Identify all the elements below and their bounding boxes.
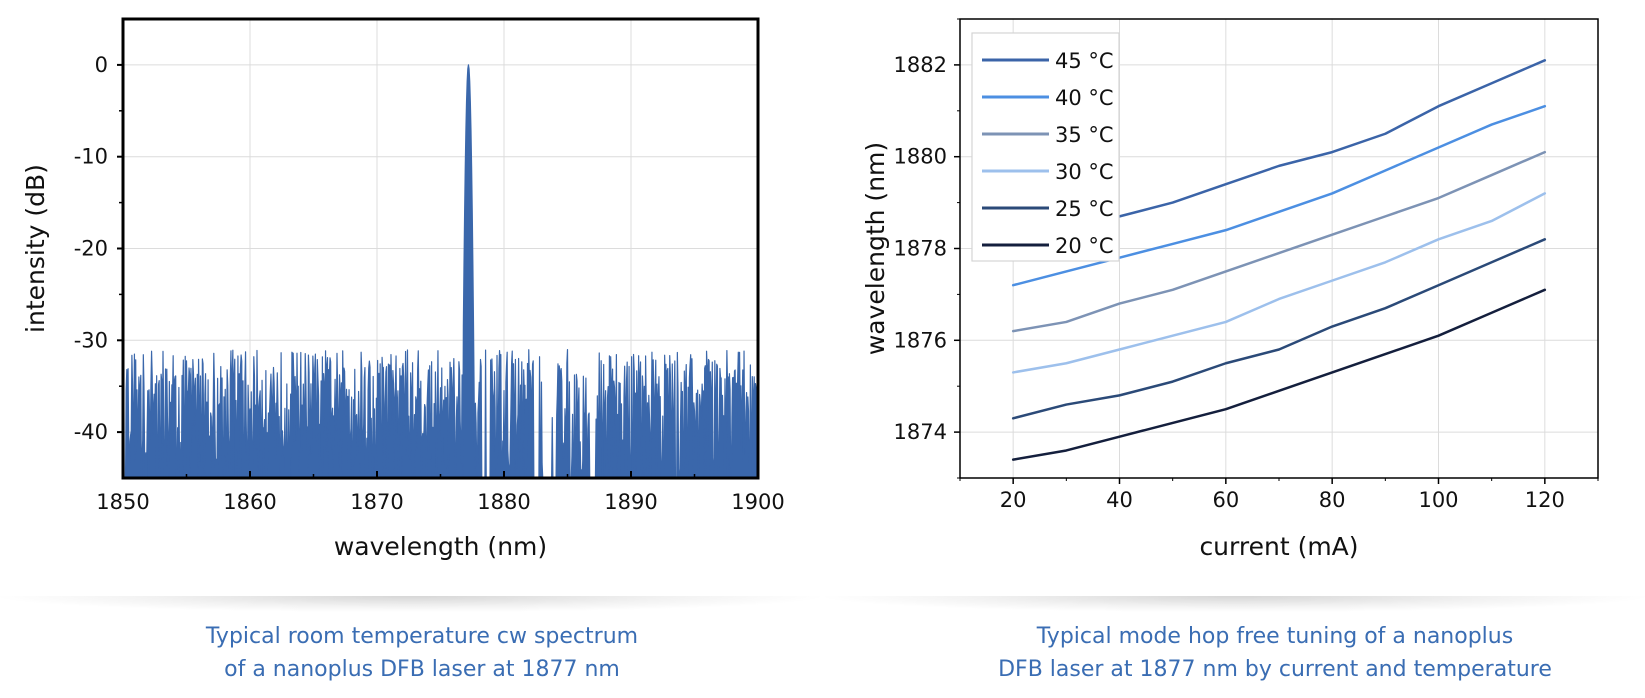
tuning-x-tick-label-4: 100: [1418, 488, 1458, 512]
tuning-legend-label-0: 45 °C: [1055, 49, 1114, 73]
spectrum-series-line: [122, 64, 759, 479]
tuning-series-line-2: [1011, 150, 1547, 333]
tuning-y-tick-label-4: 1882: [894, 53, 947, 77]
tuning-y-tick-label-2: 1878: [894, 237, 947, 261]
y-tick-label-0: 0: [95, 53, 108, 77]
tuning-series-line-3: [1011, 192, 1547, 374]
caption-left-line-2: of a nanoplus DFB laser at 1877 nm: [224, 657, 620, 682]
tuning-y-tick-label-1: 1876: [894, 328, 947, 352]
tuning-legend-box: [971, 32, 1120, 262]
tuning-y-axis-label: wavelength (nm): [861, 142, 890, 355]
tuning-legend-label-3: 30 °C: [1055, 160, 1114, 184]
y-axis-label: intensity (dB): [21, 164, 50, 333]
caption-left: Typical room temperature cw spectrum of …: [42, 620, 802, 686]
tuning-series-line-5: [1011, 288, 1547, 461]
x-tick-label-5: 1900: [731, 490, 784, 514]
x-axis-label: wavelength (nm): [334, 532, 547, 561]
caption-right-line-2: DFB laser at 1877 nm by current and temp…: [998, 657, 1552, 682]
tuning-y-tick-label-0: 1874: [894, 420, 947, 444]
tuning-x-tick-label-1: 40: [1106, 488, 1133, 512]
tuning-legend-label-4: 25 °C: [1055, 197, 1114, 221]
caption-shadow-right: [825, 596, 1645, 612]
tuning-x-tick-label-3: 80: [1319, 488, 1346, 512]
y-tick-label-3: -30: [74, 328, 108, 352]
tuning-legend-label-1: 40 °C: [1055, 86, 1114, 110]
y-tick-label-1: -10: [74, 145, 108, 169]
x-tick-label-3: 1880: [477, 490, 530, 514]
tuning-x-axis-label: current (mA): [1199, 532, 1358, 561]
tuning-series-line-1: [1011, 104, 1547, 287]
caption-shadow-left: [0, 596, 820, 612]
x-tick-label-2: 1870: [350, 490, 403, 514]
tuning-legend-label-2: 35 °C: [1055, 123, 1114, 147]
caption-left-line-1: Typical room temperature cw spectrum: [205, 624, 639, 649]
tuning-y-tick-label-3: 1880: [894, 145, 947, 169]
x-tick-label-1: 1860: [223, 490, 276, 514]
caption-right-line-1: Typical mode hop free tuning of a nanopl…: [1036, 624, 1514, 649]
tuning-x-tick-label-0: 20: [1000, 488, 1027, 512]
y-tick-label-4: -40: [74, 420, 108, 444]
tuning-x-tick-label-5: 120: [1525, 488, 1565, 512]
tuning-legend-label-5: 20 °C: [1055, 234, 1114, 258]
tuning-series-line-4: [1011, 238, 1547, 420]
x-tick-label-4: 1890: [604, 490, 657, 514]
x-tick-label-0: 1850: [96, 490, 149, 514]
y-tick-label-2: -20: [74, 237, 108, 261]
caption-right: Typical mode hop free tuning of a nanopl…: [895, 620, 1645, 686]
tuning-x-tick-label-2: 60: [1212, 488, 1239, 512]
